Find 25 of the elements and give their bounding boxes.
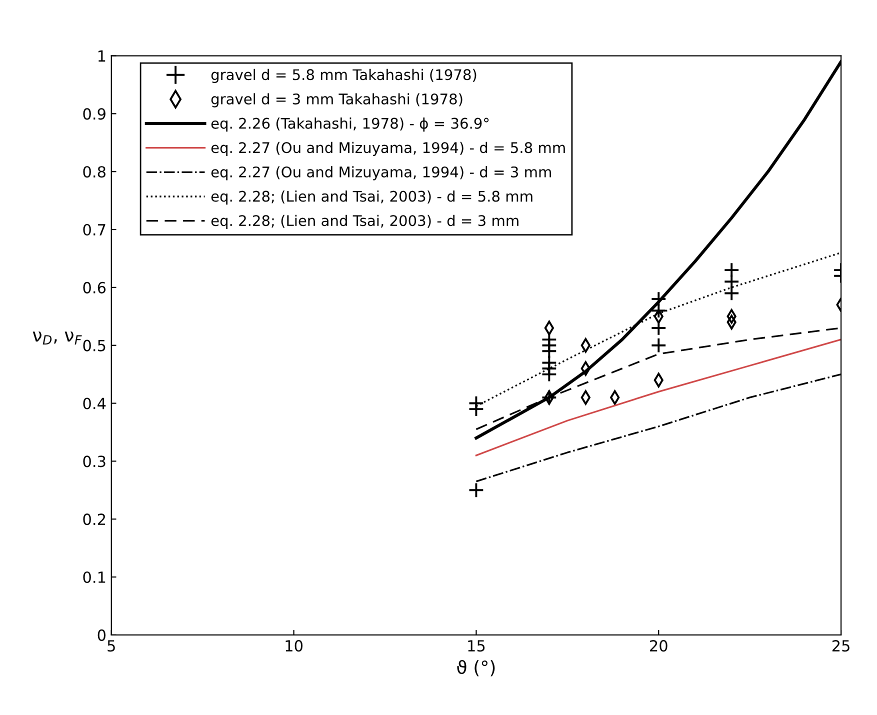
y-tick-label: 0.6 xyxy=(83,282,106,294)
y-tick-label: 0.9 xyxy=(83,108,106,120)
y-tick-label: 1 xyxy=(98,50,106,62)
x-tick-label: 5 xyxy=(108,640,115,652)
legend-label: gravel d = 3 mm Takahashi (1978) xyxy=(211,93,462,108)
y-tick-label: 0.1 xyxy=(83,571,106,584)
y-tick-label: 0.8 xyxy=(83,166,106,178)
x-tick-label: 10 xyxy=(286,640,302,652)
legend-label: gravel d = 5.8 mm Takahashi (1978) xyxy=(211,68,476,84)
y-tick-label: 0.3 xyxy=(83,456,106,468)
legend-label: eq. 2.27 (Ou and Mizuyama, 1994) - d = 3 mm xyxy=(211,166,551,180)
x-tick-label: 20 xyxy=(650,640,668,652)
legend-label: eq. 2.28; (Lien and Tsai, 2003) - d = 5.8 mm xyxy=(211,190,532,205)
x-tick-label: 15 xyxy=(468,640,485,652)
y-tick-label: 0.4 xyxy=(83,398,106,410)
legend-label: eq. 2.27 (Ou and Mizuyama, 1994) - d = 5.8 mm xyxy=(211,142,565,156)
legend-label: eq. 2.26 (Takahashi, 1978) - ϕ = 36.9° xyxy=(211,118,489,132)
y-tick-label: 0 xyxy=(98,629,106,641)
x-axis-title: ϑ (°) xyxy=(457,660,495,676)
y-tick-label: 0.2 xyxy=(83,514,105,526)
x-tick-label: 25 xyxy=(832,640,850,652)
y-tick-label: 0.5 xyxy=(83,340,106,352)
legend-label: eq. 2.28; (Lien and Tsai, 2003) - d = 3 mm xyxy=(211,214,518,229)
y-axis-title: ν$_{D}$, ν$_{F}$ xyxy=(32,332,82,344)
y-tick-label: 0.7 xyxy=(83,224,106,236)
